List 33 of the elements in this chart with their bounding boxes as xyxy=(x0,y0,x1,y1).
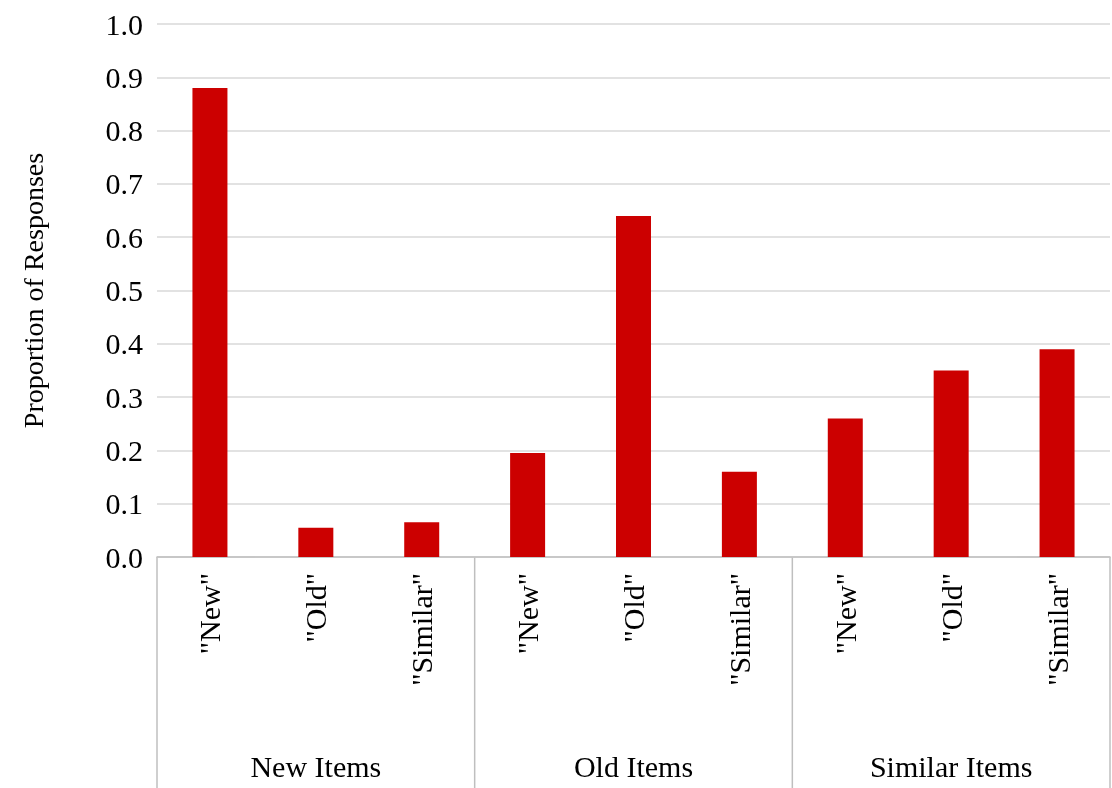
y-tick-label: 0.0 xyxy=(105,540,143,574)
bar xyxy=(298,527,334,557)
x-tick-label: "New" xyxy=(511,573,545,655)
y-tick-label: 0.5 xyxy=(105,274,143,307)
y-tick-label: 0.1 xyxy=(105,487,143,521)
x-tick-label: "Similar" xyxy=(1040,573,1074,686)
bar xyxy=(616,215,651,557)
text: Similar Items xyxy=(869,749,1033,783)
x-tick-label: "New" xyxy=(828,573,862,655)
y-axis-title: Proportion of Responses xyxy=(17,152,49,429)
y-tick-label: 0.7 xyxy=(105,167,143,201)
bar xyxy=(404,522,440,557)
y-tick-label: 0.4 xyxy=(105,327,143,361)
bar xyxy=(510,453,546,557)
y-tick-label: 0.9 xyxy=(105,60,143,94)
text: Old Items xyxy=(573,749,694,783)
bar xyxy=(933,370,969,557)
y-tick-label: 0.8 xyxy=(105,114,143,148)
y-tick-label: 0.3 xyxy=(105,380,143,414)
x-tick-label: "Similar" xyxy=(722,573,756,686)
y-tick-label: 1.0 xyxy=(105,7,143,41)
x-tick-label: "Old" xyxy=(617,573,650,643)
y-tick-label: 0.2 xyxy=(105,433,143,467)
bar xyxy=(192,87,228,557)
x-tick-label: "Old" xyxy=(934,573,968,643)
bar xyxy=(827,418,863,557)
x-tick-label: "New" xyxy=(193,573,227,655)
x-tick-label: "Similar" xyxy=(405,573,439,686)
text: New Items xyxy=(250,749,382,783)
x-tick-label: "Old" xyxy=(299,573,333,643)
bar xyxy=(1039,349,1075,557)
y-tick-label: 0.6 xyxy=(105,220,143,254)
bar xyxy=(721,471,757,557)
